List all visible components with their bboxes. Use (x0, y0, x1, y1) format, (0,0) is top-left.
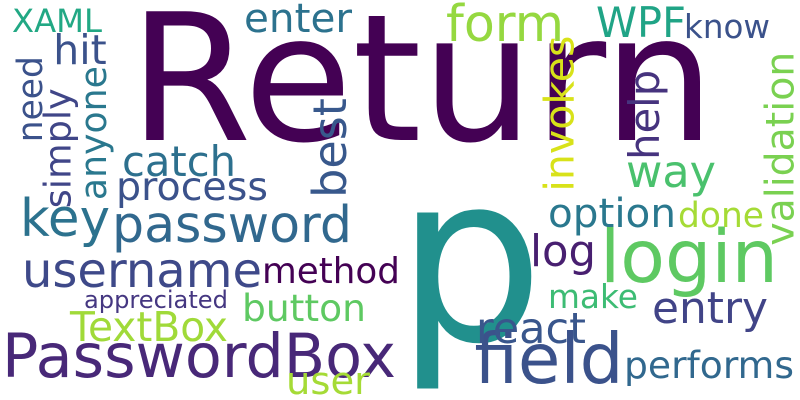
word-key: key (20, 189, 110, 250)
word-xaml: XAML (12, 1, 102, 40)
word-textbox: TextBox (70, 302, 228, 351)
word-validation: validation (757, 52, 800, 246)
word-entry: entry (652, 283, 768, 335)
word-process: process (116, 164, 268, 211)
word-know: know (684, 7, 770, 46)
word-log: log (530, 227, 597, 278)
word-catch: catch (122, 137, 236, 187)
word-simply: simply (36, 88, 80, 208)
word-best: best (302, 98, 357, 198)
word-form: form (446, 0, 564, 53)
word-field: field (474, 320, 624, 400)
word-login: login (600, 214, 778, 300)
word-return: Return (128, 0, 715, 182)
word-help: help (620, 70, 670, 160)
word-p: p (396, 124, 544, 396)
word-react: react (476, 303, 586, 354)
word-wpf: WPF (596, 0, 686, 48)
word-passwordbox: PasswordBox (2, 321, 396, 392)
word-user: user (286, 358, 370, 400)
word-way: way (626, 146, 716, 198)
word-option: option (548, 188, 676, 237)
word-performs: performs (624, 343, 794, 388)
word-appreciated: appreciated (84, 285, 228, 314)
word-invokes: invokes (535, 35, 584, 192)
word-make: make (548, 277, 638, 316)
word-done: done (678, 195, 764, 236)
word-method: method (262, 251, 400, 293)
word-password: password (112, 194, 352, 254)
word-enter: enter (244, 0, 352, 42)
word-anyone: anyone (71, 66, 115, 200)
word-username: username (22, 243, 262, 299)
word-hit: hit (53, 25, 107, 74)
word-button: button (242, 286, 366, 331)
